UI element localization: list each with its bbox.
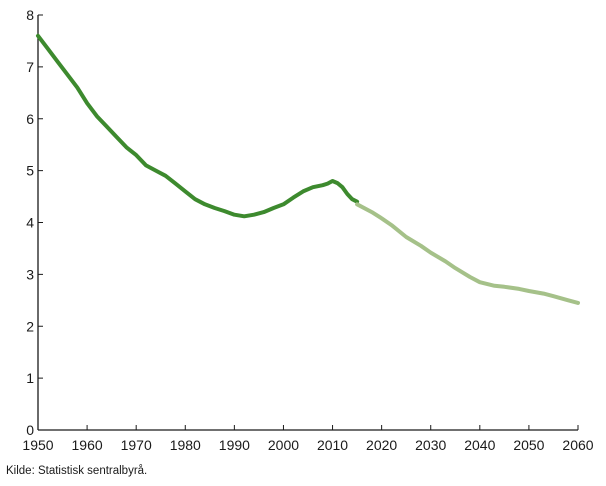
x-tick-label: 2010 (317, 437, 348, 453)
x-tick-label: 2000 (268, 437, 299, 453)
x-tick-label: 1990 (219, 437, 250, 453)
x-tick-label: 2020 (366, 437, 397, 453)
axes (37, 15, 578, 431)
y-tick-label: 2 (26, 318, 34, 334)
x-tick-label: 2060 (562, 437, 593, 453)
axis-ticks: 0 1 2 3 4 5 6 7 8 1950 1960 1970 1980 1990 2000 2010 202… (22, 7, 593, 453)
x-tick-label: 1950 (22, 437, 53, 453)
y-tick-label: 3 (26, 266, 34, 282)
x-tick-label: 2040 (464, 437, 495, 453)
source-note: Kilde: Statistisk sentralbyrå. (6, 465, 148, 477)
x-tick-label: 2030 (415, 437, 446, 453)
x-tick-label: 1970 (121, 437, 152, 453)
y-tick-label: 4 (26, 215, 34, 231)
series-line-historical (36, 33, 360, 219)
y-tick-label: 0 (26, 422, 34, 438)
y-tick-label: 7 (26, 59, 34, 75)
y-tick-label: 5 (26, 163, 34, 179)
x-tick-label: 1980 (170, 437, 201, 453)
y-tick-label: 1 (26, 370, 34, 386)
y-tick-label: 6 (26, 111, 34, 127)
series-line-projection (355, 202, 580, 305)
x-tick-label: 1960 (72, 437, 103, 453)
y-tick-label: 8 (26, 7, 34, 23)
x-tick-label: 2050 (513, 437, 544, 453)
series-lines (36, 33, 580, 305)
